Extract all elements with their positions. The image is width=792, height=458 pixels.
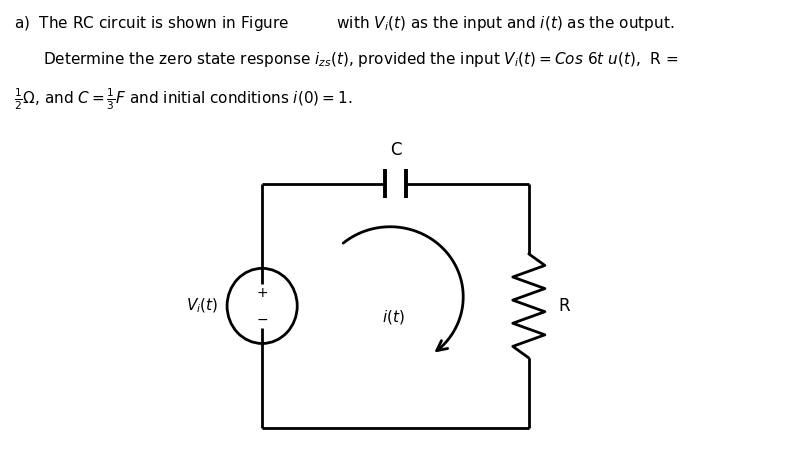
Text: $V_i(t)$: $V_i(t)$ xyxy=(186,297,219,315)
Text: R: R xyxy=(558,297,569,315)
Text: C: C xyxy=(390,142,402,159)
Text: $i(t)$: $i(t)$ xyxy=(383,308,406,326)
Text: a)  The RC circuit is shown in Figure          with $V_i(t)$ as the input and $i: a) The RC circuit is shown in Figure wit… xyxy=(13,14,674,33)
Text: Determine the zero state response $i_{zs}(t)$, provided the input $V_i(t) = Cos\: Determine the zero state response $i_{zs… xyxy=(43,50,679,69)
Text: $\frac{1}{2}\Omega$, and $C = \frac{1}{3}F$ and initial conditions $i(0) = 1$.: $\frac{1}{2}\Omega$, and $C = \frac{1}{3… xyxy=(13,87,352,112)
Text: −: − xyxy=(257,313,268,327)
Text: +: + xyxy=(257,286,268,300)
